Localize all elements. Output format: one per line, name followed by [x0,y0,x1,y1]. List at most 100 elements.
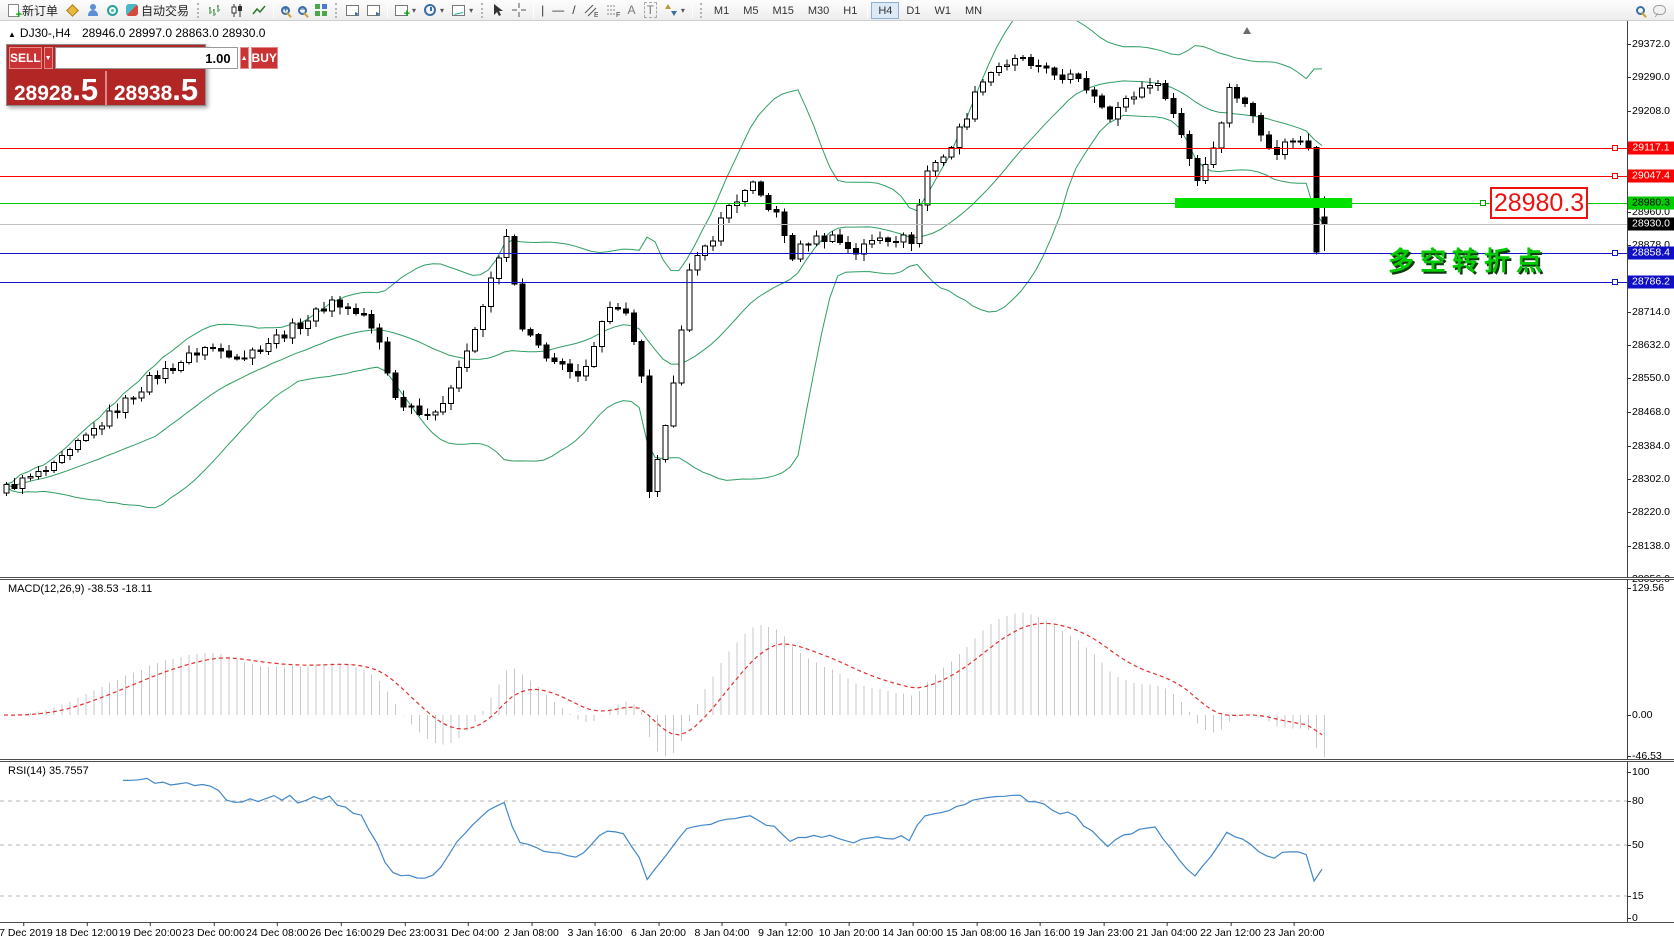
one-click-trade-panel: SELL ▼ ▲ BUY 28928.5 28938.5 [6,44,278,107]
timeframe-button-w1[interactable]: W1 [934,4,951,17]
timeframe-button-h4[interactable]: H4 [871,1,900,19]
zoom-in-button[interactable]: + [277,1,294,20]
time-axis-label: 23 Dec 00:00 [182,922,245,939]
time-axis-label: 23 Jan 20:00 [1263,922,1325,939]
timeframe-button-m5[interactable]: M5 [743,4,759,17]
line-anchor[interactable] [1612,279,1618,286]
time-axis-label: 19 Jan 23:00 [1072,922,1134,939]
channel-button[interactable]: E [580,1,602,20]
candlestick-chart[interactable] [0,21,1627,577]
sell-price[interactable]: 28928.5 [13,72,99,107]
price-level-line-28858.4[interactable] [0,252,1627,254]
candlestick-icon [231,3,243,17]
zoom-out-icon: − [298,3,308,15]
profile-button[interactable] [83,1,103,20]
main-chart-panel[interactable]: 28980.3 多空转折点 ▲ DJ30-,H4 28946.0 28997.0 … [0,21,1627,577]
timeframe-button-m30[interactable]: M30 [807,4,830,17]
bar-chart-button[interactable] [204,1,226,20]
panel-divider[interactable] [0,577,1674,580]
collapse-trade-panel-icon[interactable]: ▲ [8,30,16,39]
arrange-right-button[interactable] [363,1,384,20]
macd-panel[interactable]: MACD(12,26,9) -38.53 -18.11 [0,580,1627,759]
styles-button[interactable] [62,1,83,20]
time-axis-label: 16 Jan 16:00 [1009,922,1071,939]
new-order-icon [8,3,22,20]
svg-text:F: F [616,12,620,17]
chat-icon [1653,5,1666,15]
auto-trading-icon [126,4,139,16]
rsi-axis-tick: 100 [1627,766,1650,778]
styles-icon [66,3,79,17]
chart-shift-marker[interactable] [1243,27,1251,34]
timeframe-button-m1[interactable]: M1 [713,4,730,17]
text-label-button[interactable]: T [640,1,661,20]
timeframe-button-mn[interactable]: MN [964,4,983,17]
volume-increase-button[interactable]: ▲ [239,47,249,69]
price-level-line-28980.3[interactable] [0,203,1627,205]
time-axis-label: 17 Dec 2019 [0,922,53,939]
turning-point-annotation[interactable]: 多空转折点 [1388,246,1549,276]
line-anchor[interactable] [1612,172,1618,179]
trendline-button[interactable]: / [568,1,579,20]
rsi-chart[interactable] [0,762,1627,922]
arrows-button[interactable]: ▾ [661,1,689,20]
horizontal-line-button[interactable]: — [548,1,568,20]
volume-decrease-button[interactable]: ▼ [43,47,53,69]
line-anchor[interactable] [1612,249,1618,256]
price-level-line-28786.2[interactable] [0,282,1627,284]
price-level-line-29047.4[interactable] [0,175,1627,177]
indicators-button[interactable]: ▾ [448,1,477,20]
price-axis-tick: 28468.0 [1627,405,1670,418]
macd-chart[interactable] [0,580,1627,759]
rsi-panel[interactable]: RSI(14) 35.7557 [0,762,1627,922]
clock-icon [424,4,437,16]
line-chart-button[interactable] [248,1,270,20]
cursor-button[interactable] [488,1,508,20]
price-level-line-29117.1[interactable] [0,147,1627,149]
toolbar-grip [335,2,338,18]
arrange-left-button[interactable] [342,1,363,20]
sell-button[interactable]: SELL [9,47,42,69]
text-button[interactable]: A [624,1,640,20]
rsi-axis-tick: 15 [1627,890,1644,903]
auto-trading-button[interactable]: 自动交易 [122,1,193,20]
search-button[interactable] [1632,1,1649,20]
chat-button[interactable] [1649,1,1670,20]
fibonacci-button[interactable]: F [602,1,624,20]
spread-divider [105,71,107,105]
price-callout-label[interactable]: 28980.3 [1490,187,1588,220]
buy-button[interactable]: BUY [250,47,278,69]
line-anchor[interactable] [1612,144,1618,151]
price-level-line-28930.0[interactable] [0,223,1627,225]
zoom-out-button[interactable]: − [294,1,311,20]
price-axis[interactable]: 29117.1 29047.4 28980.3 28930.0 28858.4 28786… [1626,21,1674,924]
time-axis-label: 14 Jan 00:00 [882,922,944,939]
chart-ohlc-values: 28946.0 28997.0 28863.0 28930.0 [81,26,266,40]
zoom-in-icon: + [281,3,291,15]
new-order-button[interactable]: 新订单 [4,1,62,20]
buy-price[interactable]: 28938.5 [113,72,199,107]
timeframe-button-m15[interactable]: M15 [772,4,794,17]
price-level-axis-label: 29047.4 [1628,169,1674,183]
timeframe-button-d1[interactable]: D1 [906,4,921,17]
toolbar-grip [699,2,703,18]
crosshair-button[interactable] [508,1,530,20]
candlestick-button[interactable] [226,1,248,20]
panel-divider[interactable] [0,759,1674,762]
toolbar-separator [387,2,389,18]
line-anchor[interactable] [1480,200,1486,207]
toolbar-separator [533,2,535,18]
support-zone-bar[interactable] [1175,198,1352,209]
tile-windows-icon [315,4,328,16]
volume-input[interactable] [54,47,238,69]
signal-button[interactable] [103,1,122,20]
period-button[interactable]: ▾ [420,1,448,20]
new-chart-button[interactable]: ▾ [391,1,420,20]
timeframe-button-h1[interactable]: H1 [843,4,858,17]
vertical-line-button[interactable]: | [537,1,548,20]
price-axis-border [1627,21,1628,922]
channel-icon: E [584,4,598,17]
tile-windows-button[interactable] [311,1,331,20]
